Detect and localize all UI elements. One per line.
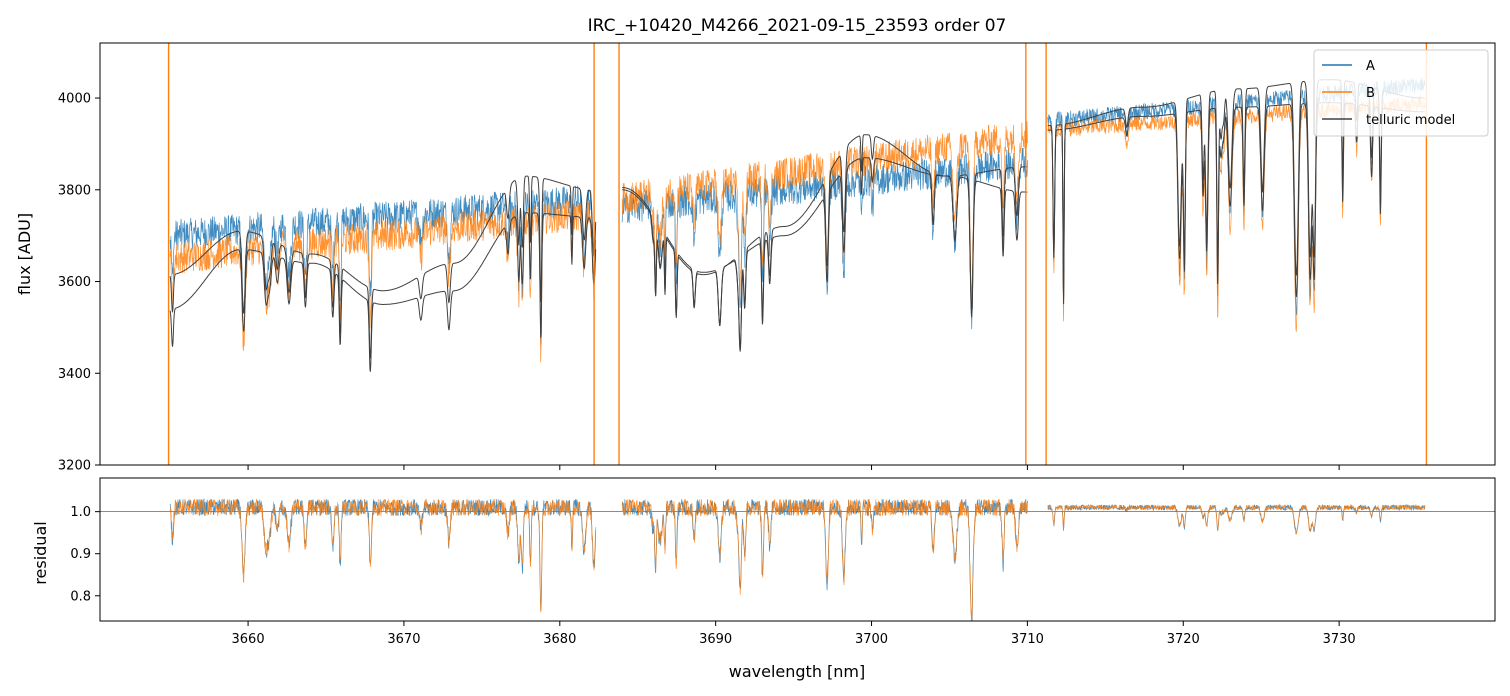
- telluric-model-a-line: [169, 175, 597, 359]
- main-y-tick-label: 3800: [58, 183, 91, 198]
- residual-x-tick-label: 3730: [1323, 632, 1356, 647]
- telluric-model-a-line: [622, 157, 1028, 352]
- main-plot-frame: [99, 42, 1496, 466]
- residual-y-tick-label: 0.9: [70, 547, 91, 562]
- residual-plot-area: [100, 478, 1495, 621]
- legend-label-a: A: [1366, 59, 1375, 74]
- residual-y-tick-label: 1.0: [70, 505, 91, 520]
- residual-x-tick-label: 3670: [387, 632, 420, 647]
- residual-x-ticks: 3660 3670 3680 3690 3700 3710 3720 3730: [232, 621, 1356, 647]
- residual-plot-frame: [99, 477, 1496, 622]
- legend-box: [1313, 49, 1489, 137]
- residual-y-ticks: 0.8 0.9 1.0: [70, 505, 100, 604]
- residual-x-tick-label: 3710: [1011, 632, 1044, 647]
- main-y-tick-label: 4000: [58, 92, 91, 107]
- legend-label-model: telluric model: [1366, 113, 1455, 128]
- chart-title: IRC_+10420_M4266_2021-09-15_23593 order …: [588, 16, 1007, 36]
- legend: A B telluric model: [1313, 49, 1489, 137]
- main-y-ticks: 3200 3400 3600 3800 4000: [58, 92, 100, 474]
- x-axis-label: wavelength [nm]: [729, 662, 866, 681]
- residual-b-line: [622, 498, 1028, 621]
- residual-plot-data: [100, 498, 1495, 621]
- main-y-tick-label: 3200: [58, 459, 91, 474]
- main-y-tick-label: 3600: [58, 275, 91, 290]
- main-plot-area: [100, 43, 1495, 465]
- residual-y-axis-label: residual: [31, 521, 50, 584]
- legend-label-b: B: [1366, 86, 1375, 101]
- residual-x-tick-label: 3660: [232, 632, 265, 647]
- residual-panel: 0.8 0.9 1.0 3660 3670 3680 3690 3700 3710 3720 37…: [31, 477, 1496, 681]
- residual-x-tick-label: 3680: [543, 632, 576, 647]
- main-x-ticks: [247, 465, 1340, 470]
- telluric-model-b-line: [622, 134, 1028, 349]
- residual-b-line: [169, 498, 597, 613]
- residual-x-tick-label: 3700: [855, 632, 888, 647]
- residual-y-tick-label: 0.8: [70, 589, 91, 604]
- main-panel: 3200 3400 3600 3800 4000 flux [ADU] A B tell…: [15, 42, 1496, 474]
- residual-x-tick-label: 3720: [1167, 632, 1200, 647]
- main-y-tick-label: 3400: [58, 367, 91, 382]
- residual-x-tick-label: 3690: [699, 632, 732, 647]
- telluric-model-b-line: [169, 212, 597, 372]
- main-y-axis-label: flux [ADU]: [15, 213, 34, 295]
- residual-b-line: [1047, 503, 1426, 535]
